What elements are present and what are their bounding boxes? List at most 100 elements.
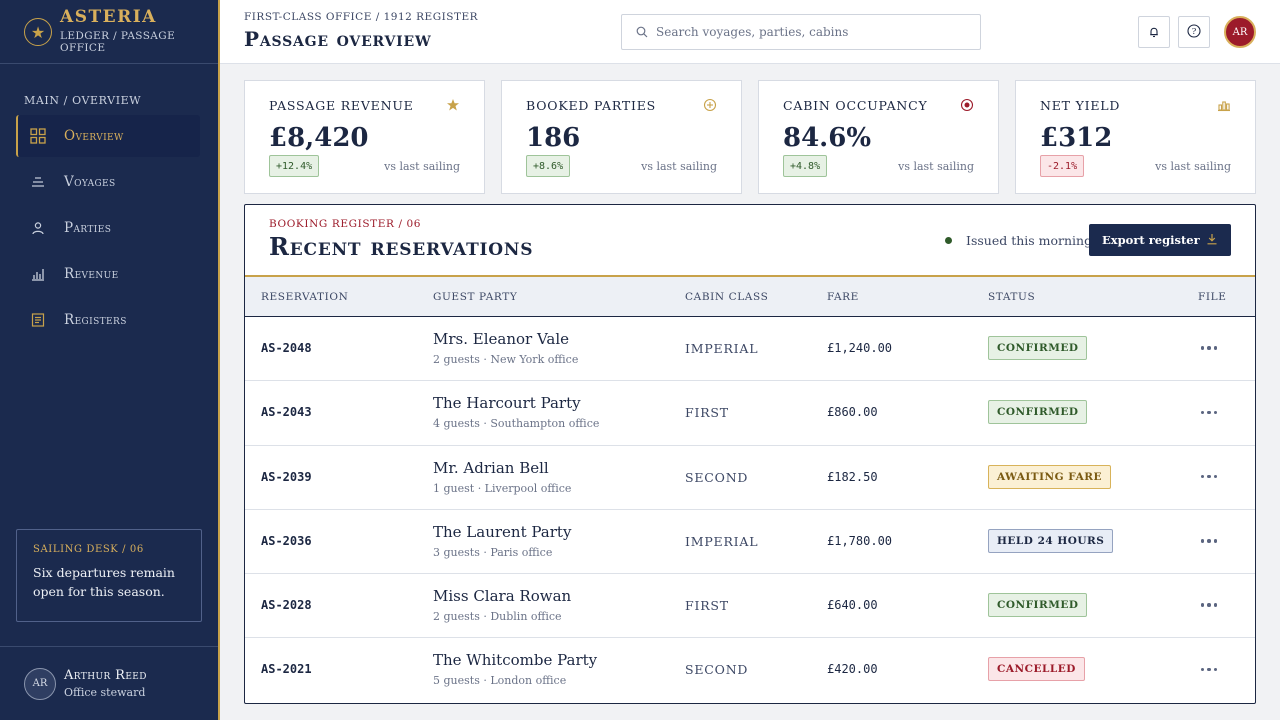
kpi-delta-badge: -2.1% (1040, 155, 1085, 177)
compass-icon (703, 98, 717, 112)
star-icon (446, 98, 460, 112)
guest-name: The Harcourt Party (433, 394, 581, 413)
cabin-class: Imperial (685, 533, 759, 549)
more-options-icon[interactable] (1199, 339, 1219, 357)
waves-icon (30, 174, 46, 190)
person-icon (30, 220, 46, 236)
kpi-value: 84.6% (783, 123, 872, 153)
kpi-value: £312 (1040, 123, 1113, 153)
search-box[interactable] (621, 14, 981, 50)
status-badge: Confirmed (988, 400, 1088, 425)
kpi-card-booked-parties: Booked parties 186 +8.6% vs last sailing (501, 80, 742, 194)
guest-name: Mrs. Eleanor Vale (433, 330, 570, 348)
kpi-card-cabin-occupancy: Cabin occupancy 84.6% +4.8% vs last sail… (758, 80, 999, 194)
guest-name: The Whitcombe Party (433, 651, 598, 670)
fare: £420.00 (827, 662, 878, 677)
reservation-id: AS-2036 (261, 533, 312, 548)
user-name: Arthur Reed (64, 668, 147, 683)
guest-name: Miss Clara Rowan (433, 587, 572, 606)
export-button-label: Export register (1102, 233, 1200, 247)
cabin-class: Second (685, 662, 749, 678)
table-row[interactable]: AS-2021 The Whitcombe Party 5 guests · L… (245, 638, 1255, 702)
cabin-class: Second (685, 469, 749, 485)
reservation-id: AS-2028 (261, 598, 312, 613)
column-header-fare[interactable]: Fare (827, 291, 859, 303)
column-header-guest-party[interactable]: Guest party (433, 291, 518, 303)
issued-text: Issued this morning (966, 233, 1093, 248)
guest-name: Mr. Adrian Bell (433, 458, 549, 477)
column-header-reservation[interactable]: Reservation (261, 291, 349, 303)
kpi-label: Booked parties (526, 98, 657, 113)
more-options-icon[interactable] (1199, 660, 1219, 678)
kpi-value: £8,420 (269, 123, 369, 153)
guest-details: 5 guests · London office (433, 674, 567, 688)
reservation-id: AS-2048 (261, 341, 312, 355)
cabin-class: First (685, 405, 729, 421)
bar-chart-icon (30, 266, 46, 282)
column-header-file: File (1198, 291, 1227, 303)
column-header-cabin-class[interactable]: Cabin class (685, 291, 769, 303)
help-button[interactable]: ? (1178, 16, 1210, 48)
kpi-delta-badge: +12.4% (269, 155, 320, 177)
sidebar-item-label: Voyages (64, 174, 116, 190)
guest-name: The Laurent Party (433, 522, 572, 541)
sailing-desk-card: Sailing desk / 06 Six departures remain … (16, 529, 202, 622)
yield-chart-icon (1217, 98, 1231, 112)
sidebar-item-voyages[interactable]: Voyages (16, 161, 200, 203)
status-badge: Confirmed (988, 336, 1088, 360)
sidebar-item-parties[interactable]: Parties (16, 207, 200, 249)
target-icon (960, 98, 974, 112)
more-options-icon[interactable] (1199, 468, 1219, 486)
table-row[interactable]: AS-2048 Mrs. Eleanor Vale 2 guests · New… (245, 317, 1255, 382)
kpi-compare-text: vs last sailing (641, 160, 717, 173)
avatar: AR (24, 667, 56, 700)
more-options-icon[interactable] (1199, 403, 1219, 421)
more-options-icon[interactable] (1199, 596, 1219, 614)
reservation-id: AS-2021 (261, 662, 312, 677)
search-icon (636, 23, 648, 42)
table-row[interactable]: AS-2036 The Laurent Party 3 guests · Par… (245, 510, 1255, 575)
kpi-value: 186 (526, 123, 581, 153)
kpi-card-passage-revenue: Passage revenue £8,420 +12.4% vs last sa… (244, 80, 485, 194)
kpi-compare-text: vs last sailing (384, 160, 460, 173)
search-input[interactable] (656, 25, 956, 39)
kpi-delta-badge: +8.6% (526, 155, 571, 177)
table-body: AS-2048 Mrs. Eleanor Vale 2 guests · New… (245, 317, 1255, 703)
user-profile[interactable]: AR Arthur Reed Office steward (0, 646, 218, 720)
kpi-label: Passage revenue (269, 98, 414, 113)
svg-text:?: ? (1192, 27, 1197, 37)
kpi-card-net-yield: Net yield £312 -2.1% vs last sailing (1015, 80, 1256, 194)
sidebar-item-overview[interactable]: Overview (16, 115, 200, 157)
sidebar-item-revenue[interactable]: Revenue (16, 253, 200, 295)
guest-details: 1 guest · Liverpool office (433, 481, 572, 495)
fare: £640.00 (827, 598, 878, 613)
bell-icon (1148, 23, 1160, 42)
table-row[interactable]: AS-2028 Miss Clara Rowan 2 guests · Dubl… (245, 574, 1255, 639)
breadcrumb: First-class office / 1912 register (244, 11, 479, 23)
sidebar-nav: Overview Voyages Parties Revenue Registe… (0, 115, 218, 341)
ledger-icon (30, 312, 46, 328)
sidebar: ★ ASTERIA Ledger / Passage office Main /… (0, 0, 220, 720)
sidebar-item-label: Overview (64, 128, 124, 144)
column-header-status[interactable]: Status (988, 291, 1036, 303)
notifications-button[interactable] (1138, 16, 1170, 48)
guest-details: 2 guests · Dublin office (433, 610, 562, 624)
table-row[interactable]: AS-2039 Mr. Adrian Bell 1 guest · Liverp… (245, 446, 1255, 510)
kpi-delta-badge: +4.8% (783, 155, 828, 177)
top-header: First-class office / 1912 register Passa… (220, 0, 1280, 64)
kpi-compare-text: vs last sailing (1155, 160, 1231, 173)
nav-section-title: Main / Overview (24, 94, 142, 107)
brand-name: ASTERIA (60, 7, 157, 27)
table-row[interactable]: AS-2043 The Harcourt Party 4 guests · So… (245, 381, 1255, 446)
user-role: Office steward (64, 686, 146, 699)
header-avatar[interactable]: AR (1224, 16, 1256, 48)
panel-header: Booking register / 06 Recent reservation… (245, 205, 1255, 277)
brand-subtitle: Ledger / Passage office (60, 30, 176, 54)
sidebar-item-registers[interactable]: Registers (16, 299, 200, 341)
brand[interactable]: ★ ASTERIA Ledger / Passage office (0, 0, 218, 64)
reservations-panel: Booking register / 06 Recent reservation… (244, 204, 1256, 704)
more-options-icon[interactable] (1199, 532, 1219, 550)
export-register-button[interactable]: Export register (1089, 224, 1231, 256)
page-title: Passage overview (244, 27, 432, 51)
fare: £182.50 (827, 469, 878, 484)
